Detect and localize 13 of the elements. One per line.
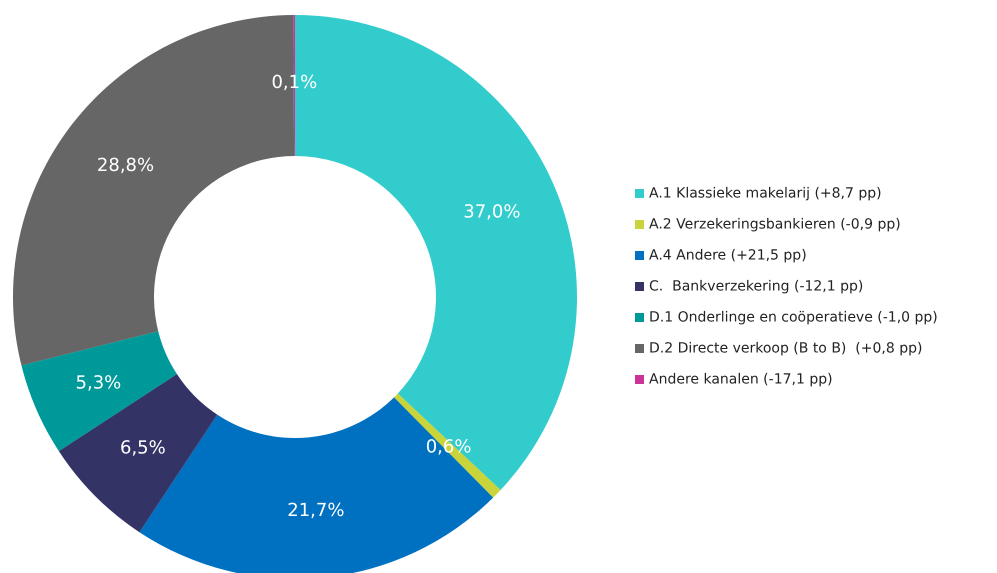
legend-label: C. Bankverzekering (-12,1 pp) [649, 278, 864, 294]
data-label: 37,0% [463, 201, 520, 222]
data-label: 0,1% [271, 72, 318, 93]
data-label: 28,8% [96, 155, 154, 176]
legend-label: Andere kanalen (-17,1 pp) [649, 372, 833, 388]
legend-label: D.2 Directe verkoop (B to B) (+0,8 pp) [649, 340, 922, 356]
legend-label: A.1 Klassieke makelarij (+8,7 pp) [649, 186, 882, 202]
legend-label: A.4 Andere (+21,5 pp) [649, 248, 807, 264]
data-label: 6,5% [120, 438, 166, 459]
legend-label: A.2 Verzekeringsbankieren (-0,9 pp) [649, 216, 901, 232]
data-label: 5,3% [76, 372, 122, 394]
data-label: 21,7% [287, 500, 344, 521]
legend-label: D.1 Onderlinge en coöperatieve (-1,0 pp) [649, 310, 938, 326]
